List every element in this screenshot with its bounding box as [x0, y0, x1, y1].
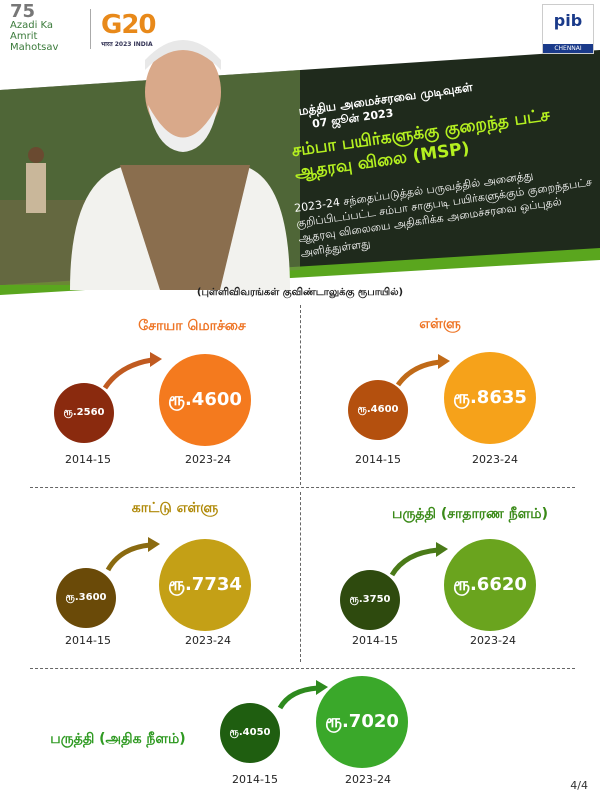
- msp-2023-circle: ரூ.7734: [159, 539, 251, 631]
- g20-logo: G20 भारत 2023 INDIA: [101, 10, 157, 48]
- arrow-icon: [102, 357, 153, 390]
- farmer-figure: [26, 147, 46, 213]
- crop-title-sesamum: எள்ளு: [419, 316, 461, 332]
- year-label: 2014-15: [232, 773, 278, 786]
- arrow-head: [316, 680, 328, 695]
- year-label: 2023-24: [472, 453, 518, 466]
- divider: [300, 492, 301, 662]
- msp-2023-circle: ரூ.4600: [159, 354, 251, 446]
- year-label: 2014-15: [352, 634, 398, 647]
- header-banner: [0, 40, 600, 295]
- divider: [30, 668, 575, 669]
- year-label: 2023-24: [185, 453, 231, 466]
- azadi-ka-amrit-mahotsav-logo: 75 Azadi Ka Amrit Mahotsav: [10, 0, 59, 53]
- divider: [300, 305, 301, 485]
- msp-2023-circle: ரூ.6620: [444, 539, 536, 631]
- divider: [30, 487, 575, 488]
- msp-2014-circle: ரூ.4050: [220, 703, 280, 763]
- msp-2014-circle: ரூ.3750: [340, 570, 400, 630]
- portrait: [70, 40, 290, 290]
- year-label: 2023-24: [345, 773, 391, 786]
- crop-title-cotton-long: பருத்தி (அதிக நீளம்): [50, 731, 186, 747]
- page-indicator: 4/4: [570, 779, 588, 792]
- msp-2023-circle: ரூ.8635: [444, 352, 536, 444]
- crop-title-soybean: சோயா மொச்சை: [138, 318, 246, 334]
- year-label: 2014-15: [355, 453, 401, 466]
- msp-2014-circle: ரூ.3600: [56, 568, 116, 628]
- arrow-icon: [105, 542, 151, 572]
- arrow-icon: [277, 685, 319, 710]
- arrow-icon: [395, 359, 441, 387]
- crop-title-nigerseed: காட்டு எள்ளு: [131, 500, 219, 516]
- unit-note: (புள்ளிவிவரங்கள் குவிண்டாலுக்கு ரூபாயில்…: [196, 287, 404, 298]
- pib-logo: pib CHENNAI: [542, 4, 594, 54]
- crop-title-cotton-medium: பருத்தி (சாதாரண நீளம்): [392, 506, 548, 522]
- year-label: 2014-15: [65, 634, 111, 647]
- logo-divider: [90, 9, 91, 49]
- year-label: 2023-24: [185, 634, 231, 647]
- msp-2023-circle: ரூ.7020: [316, 676, 408, 768]
- msp-2014-circle: ரூ.2560: [54, 383, 114, 443]
- year-label: 2014-15: [65, 453, 111, 466]
- partner-logos: 75 Azadi Ka Amrit Mahotsav G20 भारत 2023 …: [10, 0, 157, 53]
- arrow-head: [436, 542, 448, 557]
- arrow-head: [438, 354, 450, 369]
- arrow-head: [148, 537, 160, 552]
- arrow-icon: [389, 547, 439, 577]
- arrow-head: [150, 352, 162, 367]
- msp-2014-circle: ரூ.4600: [348, 380, 408, 440]
- year-label: 2023-24: [470, 634, 516, 647]
